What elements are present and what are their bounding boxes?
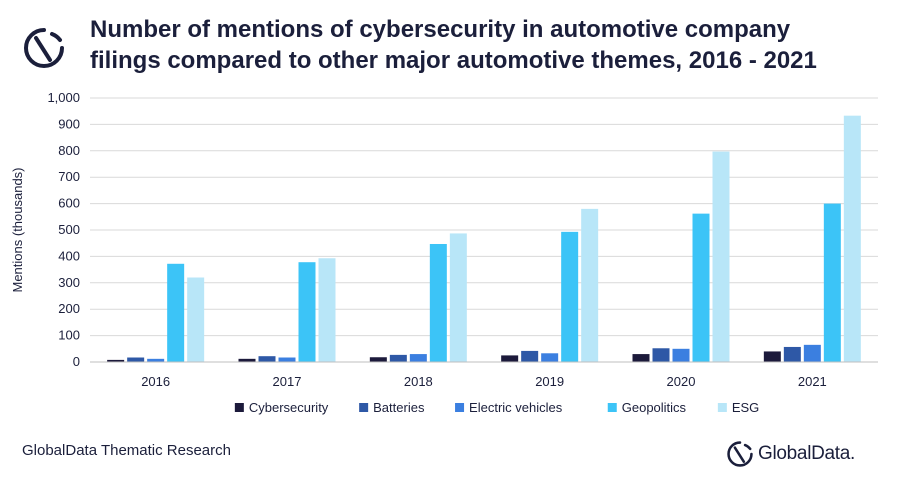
y-tick-label: 400 xyxy=(58,248,80,263)
bar-electric-vehicles-2017 xyxy=(278,357,296,362)
y-tick-label: 900 xyxy=(58,116,80,131)
bar-cybersecurity-2018 xyxy=(369,357,387,362)
legend-swatch-esg xyxy=(717,403,727,412)
brand-name: GlobalData. xyxy=(758,443,856,464)
legend-swatch-electric-vehicles xyxy=(455,403,465,412)
bar-cybersecurity-2016 xyxy=(107,359,125,362)
bar-geopolitics-2020 xyxy=(692,213,710,362)
bar-batteries-2018 xyxy=(389,354,407,362)
x-tick-label: 2018 xyxy=(404,374,433,389)
bar-esg-2018 xyxy=(449,233,467,362)
y-tick-label: 600 xyxy=(58,196,80,211)
bar-esg-2019 xyxy=(581,208,599,362)
bar-esg-2016 xyxy=(187,277,205,362)
y-tick-label: 100 xyxy=(58,328,80,343)
globaldata-logo-icon xyxy=(24,28,64,68)
y-tick-label: 800 xyxy=(58,143,80,158)
x-tick-label: 2020 xyxy=(667,374,696,389)
bar-batteries-2016 xyxy=(127,357,145,362)
bar-batteries-2020 xyxy=(652,348,670,362)
legend-label-cybersecurity: Cybersecurity xyxy=(249,400,329,415)
bar-geopolitics-2017 xyxy=(298,262,316,362)
bar-geopolitics-2021 xyxy=(823,203,841,362)
bar-esg-2017 xyxy=(318,258,336,362)
legend-label-electric-vehicles: Electric vehicles xyxy=(469,400,563,415)
legend-label-esg: ESG xyxy=(732,400,759,415)
legend-swatch-batteries xyxy=(359,403,369,412)
bar-esg-2020 xyxy=(712,151,730,362)
bar-batteries-2019 xyxy=(521,350,539,362)
legend-label-geopolitics: Geopolitics xyxy=(622,400,687,415)
y-axis-label: Mentions (thousands) xyxy=(10,167,25,292)
bar-cybersecurity-2017 xyxy=(238,358,256,362)
legend-swatch-geopolitics xyxy=(607,403,617,412)
x-tick-label: 2017 xyxy=(273,374,302,389)
bar-geopolitics-2019 xyxy=(561,231,579,362)
chart-title-line-1: Number of mentions of cybersecurity in a… xyxy=(90,16,791,43)
y-tick-label: 300 xyxy=(58,275,80,290)
x-tick-label: 2019 xyxy=(535,374,564,389)
y-tick-label: 1,000 xyxy=(47,90,80,105)
globaldata-footer-logo-icon xyxy=(727,441,753,467)
bar-geopolitics-2018 xyxy=(429,243,447,362)
bar-cybersecurity-2019 xyxy=(501,355,519,362)
bar-chart: 0 100 200 300 400 500 600 700 800 900 1,000 Mention… xyxy=(10,90,878,415)
legend-label-batteries: Batteries xyxy=(373,400,425,415)
bar-cybersecurity-2021 xyxy=(763,351,781,362)
bar-electric-vehicles-2021 xyxy=(803,344,821,362)
bar-electric-vehicles-2019 xyxy=(541,353,559,362)
y-tick-label: 0 xyxy=(73,354,80,369)
bar-esg-2021 xyxy=(843,115,861,362)
y-tick-label: 500 xyxy=(58,222,80,237)
x-tick-label: 2021 xyxy=(798,374,827,389)
legend-swatch-cybersecurity xyxy=(234,403,244,412)
bar-batteries-2021 xyxy=(783,346,801,362)
x-tick-label: 2016 xyxy=(141,374,170,389)
y-tick-label: 700 xyxy=(58,169,80,184)
bar-geopolitics-2016 xyxy=(167,263,185,362)
source-note: GlobalData Thematic Research xyxy=(22,442,231,459)
bar-batteries-2017 xyxy=(258,356,276,362)
y-tick-label: 200 xyxy=(58,301,80,316)
bar-electric-vehicles-2018 xyxy=(409,354,427,362)
brand-logo: GlobalData. xyxy=(726,440,855,468)
bar-electric-vehicles-2020 xyxy=(672,348,690,362)
chart-title-line-2: filings compared to other major automoti… xyxy=(90,47,817,74)
bar-cybersecurity-2020 xyxy=(632,354,650,362)
bar-electric-vehicles-2016 xyxy=(147,358,165,362)
chart-title: Number of mentions of cybersecurity in a… xyxy=(90,14,890,76)
